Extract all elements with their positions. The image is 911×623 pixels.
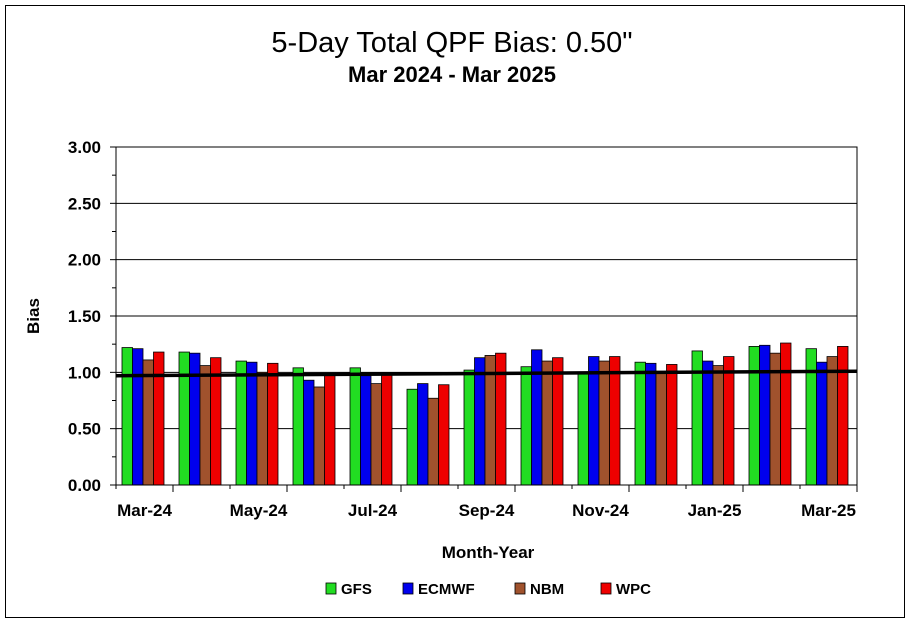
bar-ecmwf-oct-24 [531,349,543,486]
y-axis: 0.00 0.50 1.00 1.50 2.00 2.50 3.00 [68,138,116,495]
x-tick-label: Mar-25 [801,501,856,520]
bar-gfs-mar-25 [805,348,817,486]
bar-ecmwf-jan-25 [702,360,714,486]
bar-nbm-apr-24 [199,365,211,486]
legend-label-nbm: NBM [530,581,564,598]
legend-label-gfs: GFS [341,581,372,598]
bar-gfs-oct-24 [520,366,532,486]
trend-line [115,369,858,378]
y-axis-title: Bias [24,298,43,334]
bar-wpc-aug-24 [438,384,450,486]
bar-nbm-dec-24 [655,371,667,486]
bar-wpc-dec-24 [666,364,678,486]
x-axis-title: Month-Year [442,543,535,562]
bar-wpc-jan-25 [723,356,735,486]
bar-wpc-jun-24 [324,374,336,486]
y-tick-label: 2.50 [68,194,101,213]
chart-title: 5-Day Total QPF Bias: 0.50" [271,27,632,59]
bar-ecmwf-mar-25 [816,361,828,486]
bar-nbm-jan-25 [712,365,724,486]
bar-gfs-aug-24 [406,388,418,486]
bar-wpc-jul-24 [381,374,393,486]
bar-ecmwf-jun-24 [303,379,315,486]
bar-nbm-jun-24 [313,386,325,486]
bar-wpc-may-24 [267,362,279,486]
x-tick-label: Jul-24 [348,501,398,520]
bar-ecmwf-nov-24 [588,356,600,486]
legend-label-ecmwf: ECMWF [418,581,475,598]
bar-gfs-may-24 [235,360,247,486]
bar-ecmwf-apr-24 [189,352,201,486]
y-tick-label: 2.00 [68,251,101,270]
bar-nbm-aug-24 [427,397,439,486]
x-tick-label: Jan-25 [688,501,742,520]
bars [121,342,849,486]
bar-wpc-nov-24 [609,356,621,486]
bar-wpc-feb-25 [780,342,792,486]
bar-gfs-nov-24 [577,373,589,486]
y-tick-label: 0.00 [68,476,101,495]
bar-ecmwf-feb-25 [759,344,771,486]
legend-swatch-ecmwf [402,582,414,595]
legend-swatch-wpc [600,582,612,595]
chart-subtitle: Mar 2024 - Mar 2025 [348,62,556,87]
y-tick-label: 0.50 [68,420,101,439]
bar-ecmwf-sep-24 [474,357,486,486]
bar-wpc-oct-24 [552,357,564,486]
bar-gfs-feb-25 [748,346,760,486]
bar-gfs-apr-24 [178,351,190,486]
legend: GFS ECMWF NBM WPC [325,581,651,598]
legend-swatch-gfs [325,582,337,595]
bar-nbm-nov-24 [598,360,610,486]
bar-ecmwf-may-24 [246,361,258,486]
legend-label-wpc: WPC [616,581,651,598]
legend-swatch-nbm [514,582,526,595]
x-tick-label: Nov-24 [572,501,629,520]
chart-frame [5,5,905,618]
bar-gfs-dec-24 [634,361,646,486]
bar-gfs-mar-24 [121,347,133,486]
bar-gfs-sep-24 [463,369,475,486]
bar-gfs-jun-24 [292,367,304,486]
bar-nbm-jul-24 [370,383,382,486]
bar-wpc-mar-25 [837,346,849,486]
bar-ecmwf-dec-24 [645,362,657,486]
bar-nbm-oct-24 [541,360,553,486]
y-tick-label: 1.00 [68,363,101,382]
bar-wpc-mar-24 [153,351,165,486]
bar-nbm-mar-24 [142,359,154,486]
x-tick-label: Mar-24 [117,501,172,520]
x-axis: Mar-24 May-24 Jul-24 Sep-24 Nov-24 Jan-25 Mar-… [115,485,858,520]
bar-ecmwf-mar-24 [132,348,144,486]
bar-ecmwf-aug-24 [417,383,429,486]
bar-nbm-mar-25 [826,356,838,486]
bar-nbm-may-24 [256,371,268,486]
y-tick-label: 3.00 [68,138,101,157]
x-tick-label: Sep-24 [459,501,515,520]
bar-ecmwf-jul-24 [360,375,372,486]
y-tick-label: 1.50 [68,307,101,326]
x-tick-label: May-24 [230,501,288,520]
bar-gfs-jul-24 [349,367,361,486]
